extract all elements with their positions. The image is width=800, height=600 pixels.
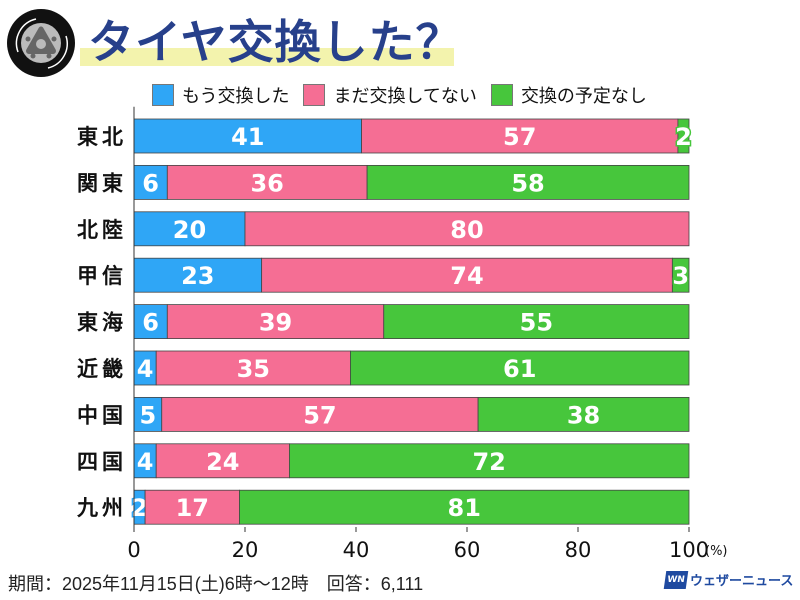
bar-segment: [133, 211, 246, 247]
data-label: 4: [137, 448, 154, 476]
data-label: 57: [303, 401, 336, 429]
legend-swatch: [303, 84, 326, 106]
x-tick-label: 20: [232, 538, 259, 562]
data-label: 3: [672, 262, 689, 290]
brand-mark: WN: [663, 570, 689, 589]
legend-item-not-yet: まだ交換してない: [303, 82, 477, 108]
bar-segment: [477, 396, 690, 432]
data-label: 36: [250, 169, 283, 197]
brand-name: ウェザーニュース: [690, 574, 794, 589]
data-label: 57: [503, 123, 536, 151]
x-unit-label: (%): [705, 544, 728, 559]
category-label: 中国: [77, 403, 127, 427]
legend: もう交換した まだ交換してない 交換の予定なし: [152, 82, 647, 108]
legend-label: もう交換した: [182, 86, 290, 107]
x-tick-label: 100: [669, 538, 709, 562]
legend-swatch: [490, 84, 513, 106]
data-label: 74: [450, 262, 483, 290]
bar-segment: [144, 489, 240, 525]
bar-segment: [366, 164, 690, 200]
bar-segment: [161, 396, 479, 432]
data-label: 23: [181, 262, 214, 290]
bar-segment: [288, 443, 690, 479]
tire-icon: [7, 9, 75, 77]
data-label: 17: [176, 494, 209, 522]
category-label: 近畿: [77, 357, 127, 381]
legend-swatch: [152, 84, 174, 106]
data-label: 39: [259, 309, 292, 337]
bar-segment: [261, 257, 673, 293]
category-label: 東北: [77, 125, 127, 149]
data-label: 6: [142, 169, 159, 197]
data-label: 2: [675, 123, 692, 151]
bar-segment: [244, 211, 690, 247]
bar-segment: [383, 304, 690, 340]
category-label: 九州: [76, 496, 127, 520]
data-label: 80: [450, 216, 483, 244]
x-tick-label: 0: [127, 538, 140, 562]
legend-label: まだ交換してない: [333, 86, 477, 107]
data-label: 55: [520, 309, 553, 337]
bar-segment: [350, 350, 690, 386]
data-label: 81: [448, 494, 481, 522]
bar-segment: [133, 304, 168, 340]
bar-segment: [155, 350, 351, 386]
category-label: 甲信: [77, 264, 127, 288]
bar-segment: [361, 118, 679, 154]
legend-label: 交換の予定なし: [520, 86, 647, 107]
bar-segment: [133, 257, 263, 293]
category-label: 四国: [77, 450, 127, 474]
data-label: 6: [142, 309, 159, 337]
category-label: 関東: [77, 171, 127, 195]
category-label: 北陸: [77, 218, 127, 242]
category-label: 東海: [77, 311, 127, 335]
data-label: 38: [567, 401, 600, 429]
bar-segment: [133, 118, 362, 154]
data-label: 2: [131, 494, 148, 522]
x-tick-label: 80: [565, 538, 592, 562]
bar-segment: [239, 489, 690, 525]
data-label: 5: [140, 401, 157, 429]
bar-segment: [133, 396, 163, 432]
data-label: 24: [206, 448, 239, 476]
data-label: 20: [173, 216, 206, 244]
bar-segment: [155, 443, 290, 479]
legend-item-done: もう交換した: [152, 82, 289, 108]
x-tick-label: 60: [454, 538, 481, 562]
data-label: 58: [511, 169, 544, 197]
brand-logo: WN ウェザーニュース: [663, 570, 794, 589]
legend-item-no-plan: 交換の予定なし: [490, 82, 647, 108]
bar-segment: [677, 118, 690, 154]
data-label: 61: [503, 355, 536, 383]
survey-info: 期間：2025年11月15日(土)6時～12時 回答：6,111: [8, 574, 424, 594]
chart-title: タイヤ交換した？: [88, 15, 463, 69]
data-label: 35: [237, 355, 270, 383]
data-label: 41: [231, 123, 264, 151]
title-highlight: [80, 48, 454, 66]
data-label: 4: [137, 355, 154, 383]
x-tick-label: 40: [343, 538, 370, 562]
bar-segment: [671, 257, 690, 293]
data-label: 72: [472, 448, 505, 476]
bar-segment: [166, 164, 368, 200]
